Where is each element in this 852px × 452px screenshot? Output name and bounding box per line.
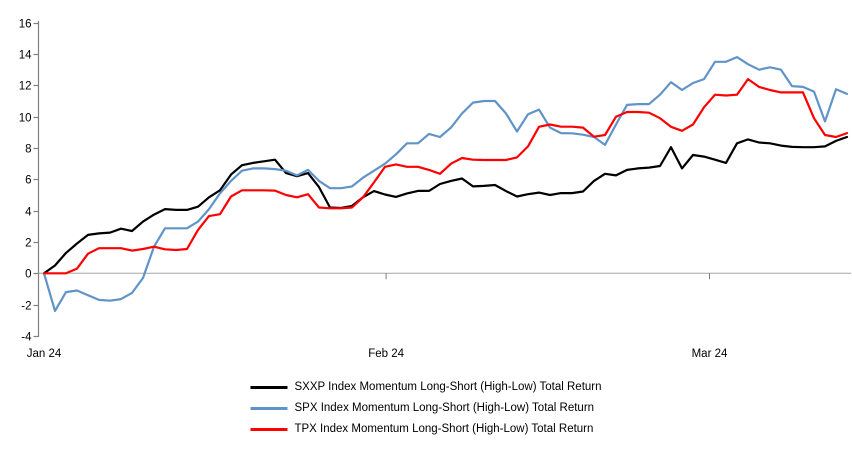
y-axis-tick-label: 16 — [19, 19, 32, 31]
legend-item-tpx: TPX Index Momentum Long-Short (High-Low)… — [250, 419, 601, 440]
y-axis-tick-label: 0 — [25, 269, 31, 281]
y-axis-tick-label: 2 — [25, 238, 31, 250]
y-axis-tick-label: 4 — [25, 207, 32, 219]
series-line-spx — [42, 55, 849, 312]
x-axis-tick-label: Feb 24 — [368, 348, 404, 360]
legend-swatch-tpx-line — [250, 428, 288, 431]
y-axis-tick-label: 10 — [19, 113, 32, 125]
x-axis-tick-label: Mar 24 — [692, 348, 728, 360]
legend-label-tpx: TPX Index Momentum Long-Short (High-Low)… — [294, 422, 594, 435]
legend-label-spx: SPX Index Momentum Long-Short (High-Low)… — [294, 401, 595, 414]
legend-swatch-sxxp-line — [250, 386, 288, 389]
x-axis-tick-label: Jan 24 — [27, 348, 62, 360]
chart-legend: SXXP Index Momentum Long-Short (High-Low… — [250, 377, 602, 440]
y-axis-tick-label: -2 — [21, 301, 31, 313]
legend-swatch-spx-line — [250, 407, 288, 410]
y-axis-tick-label: 12 — [19, 81, 32, 93]
legend-item-sxxp: SXXP Index Momentum Long-Short (High-Low… — [250, 377, 602, 398]
y-axis-tick-label: 8 — [25, 144, 31, 156]
y-axis-tick-label: -4 — [21, 332, 32, 344]
series-line-sxxp — [42, 135, 849, 275]
y-axis-tick-label: 14 — [19, 50, 32, 62]
series-line-tpx — [42, 77, 849, 275]
y-axis-tick-label: 6 — [25, 175, 31, 187]
legend-label-sxxp: SXXP Index Momentum Long-Short (High-Low… — [294, 380, 602, 393]
legend-item-spx: SPX Index Momentum Long-Short (High-Low)… — [250, 398, 601, 419]
